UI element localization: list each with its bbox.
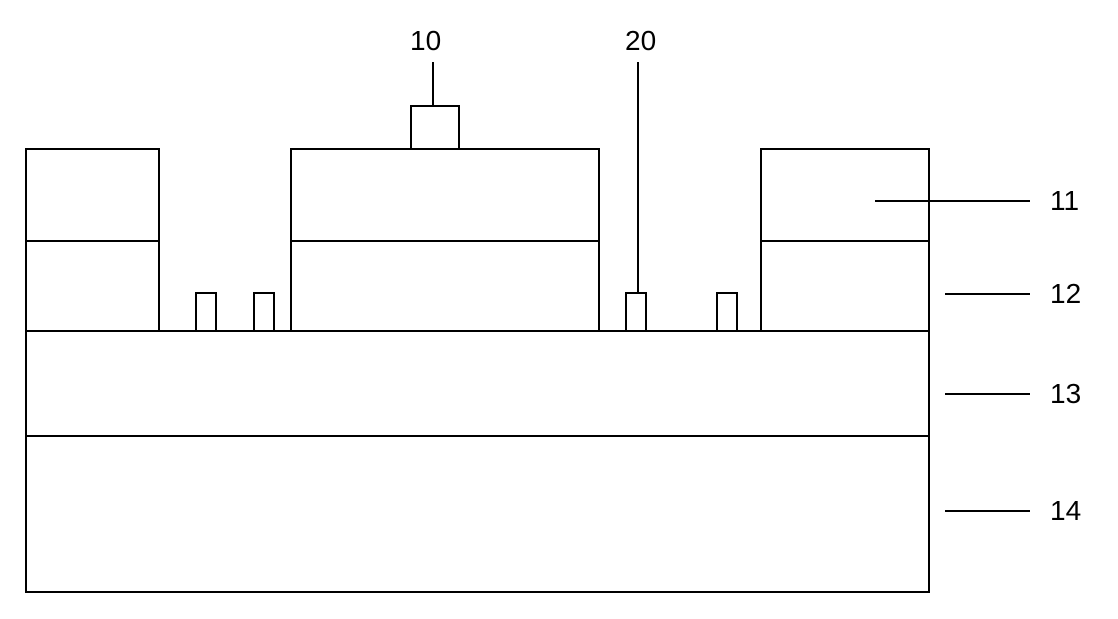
layer-14 — [25, 435, 930, 593]
label-13: 13 — [1050, 378, 1081, 410]
label-11: 11 — [1050, 185, 1079, 217]
layer-11-left — [25, 148, 160, 242]
layer-11-right — [760, 148, 930, 242]
pillar-2 — [253, 292, 275, 332]
leader-11 — [875, 200, 1030, 202]
layer-12-center — [290, 240, 600, 332]
pillar-4 — [716, 292, 738, 332]
layer-13 — [25, 330, 930, 437]
layer-12-left — [25, 240, 160, 332]
pillar-1 — [195, 292, 217, 332]
diagram-canvas: 10 20 11 12 13 14 — [0, 0, 1118, 619]
leader-14 — [945, 510, 1030, 512]
label-20: 20 — [625, 25, 656, 57]
layer-11-center — [290, 148, 600, 242]
leader-13 — [945, 393, 1030, 395]
label-10: 10 — [410, 25, 441, 57]
label-14: 14 — [1050, 495, 1081, 527]
layer-12-right — [760, 240, 930, 332]
leader-12 — [945, 293, 1030, 295]
label-12: 12 — [1050, 278, 1081, 310]
leader-10 — [432, 62, 434, 105]
pillar-3 — [625, 292, 647, 332]
leader-20 — [637, 62, 639, 292]
top-element-10 — [410, 105, 460, 150]
